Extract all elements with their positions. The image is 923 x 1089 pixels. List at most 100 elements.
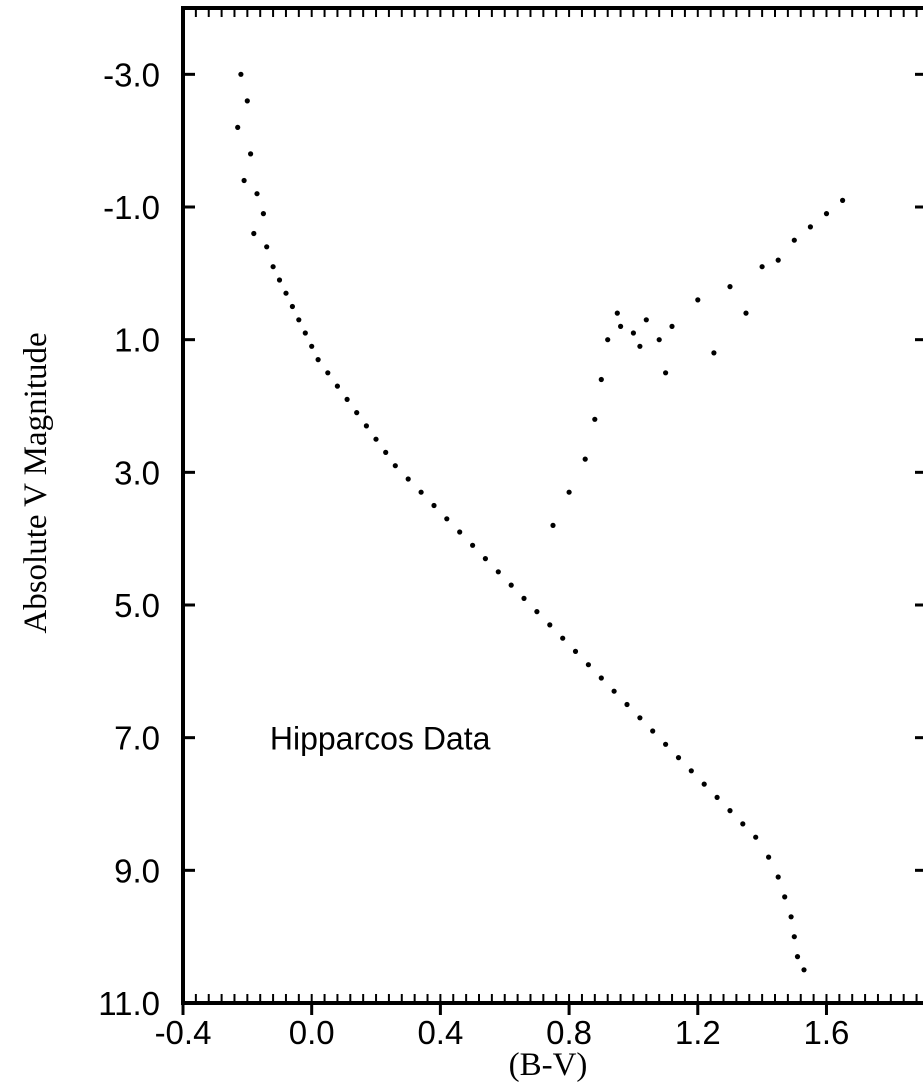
data-point [614,310,620,316]
data-point [663,741,669,747]
x-tick-label: 1.2 [675,1014,721,1051]
data-point [598,376,604,383]
data-point [334,383,340,389]
data-point [643,317,649,323]
data-point [521,595,527,602]
data-point [344,396,350,402]
data-point [801,967,807,973]
data-point [508,582,514,588]
data-point [740,821,746,827]
data-point [495,569,501,575]
axis-ticks-layer [181,8,923,1015]
data-point [782,894,788,900]
data-point [309,343,315,349]
data-point [582,456,588,462]
data-point [566,489,572,495]
data-point [743,310,749,316]
data-point [534,609,540,615]
y-tick-label: 7.0 [114,720,160,757]
x-tick-label: 1.6 [804,1014,850,1051]
data-point [405,476,411,482]
y-tick-label: 11.0 [98,985,160,1022]
data-point [695,297,701,303]
data-point [727,284,733,290]
data-point [630,330,637,336]
y-tick-label: 1.0 [114,322,160,359]
data-point [823,211,830,217]
data-point [807,224,814,230]
data-point [470,542,476,548]
y-tick-label: 9.0 [114,852,160,889]
data-point [248,151,254,157]
data-point [624,701,630,708]
data-point [637,715,643,721]
axis-tick-labels-layer: -0.4 0.0 0.4 0.8 1.2 1.6 -3.0 -1.0 1.0 3.0 5.0 7.0 9… [98,56,849,1051]
data-point [363,423,369,429]
data-points-layer [235,71,846,973]
plot-frame [181,6,923,1005]
data-point [791,934,797,940]
data-point [775,874,781,880]
data-point [547,622,553,628]
data-point [431,502,437,509]
data-point [238,71,244,77]
data-point [688,768,694,774]
data-point [235,124,241,130]
x-tick-label: -0.4 [155,1014,212,1051]
y-tick-label: -3.0 [103,56,160,93]
data-point [618,323,624,329]
data-point [289,303,295,310]
data-point [444,516,450,522]
data-point [766,854,772,860]
data-point [669,323,675,329]
x-tick-label: 0.0 [289,1014,335,1051]
data-point [840,197,846,203]
x-tick-label: 0.4 [417,1014,463,1051]
data-point [296,317,302,323]
data-point [727,808,733,814]
data-point [711,350,717,356]
data-point [482,556,488,562]
x-tick-label: 0.8 [546,1014,592,1051]
data-point [383,449,389,455]
data-point [418,489,424,495]
data-point [663,370,669,376]
y-tick-label: -1.0 [103,189,160,226]
data-point [598,675,604,681]
data-point [759,264,765,270]
data-point [260,211,266,217]
data-point [775,257,781,263]
data-point [791,237,797,243]
data-point [650,728,656,734]
y-tick-label: 5.0 [114,587,160,624]
data-point [592,416,598,422]
data-point [270,264,276,270]
data-point [794,954,801,960]
data-point [264,244,270,250]
y-axis-title: Absolute V Magnitude [18,332,54,633]
y-tick-label: 3.0 [114,454,160,491]
data-point [457,529,463,535]
data-point [241,177,247,184]
data-point [701,781,707,787]
data-point [254,191,260,197]
data-point [675,755,682,761]
data-point [605,337,611,343]
dataset-annotation: Hipparcos Data [270,721,491,757]
data-point [251,230,257,237]
data-point [276,277,283,283]
data-point [585,662,592,668]
data-point [572,648,579,655]
data-point [788,914,794,920]
x-axis-title: (B-V) [509,1047,588,1083]
data-point [325,370,331,376]
data-point [656,337,662,343]
data-point [354,410,360,416]
data-point [611,688,617,694]
data-point [315,357,321,363]
data-point [714,794,720,801]
data-point [550,522,556,529]
data-point [392,463,398,469]
data-point [283,290,289,296]
